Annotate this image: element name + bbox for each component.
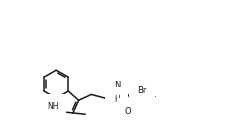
Text: Br: Br	[137, 86, 146, 95]
Text: H: H	[114, 95, 119, 103]
Text: NH: NH	[46, 102, 58, 111]
Text: S: S	[148, 79, 153, 88]
Text: O: O	[124, 107, 131, 116]
Text: N: N	[113, 81, 119, 90]
